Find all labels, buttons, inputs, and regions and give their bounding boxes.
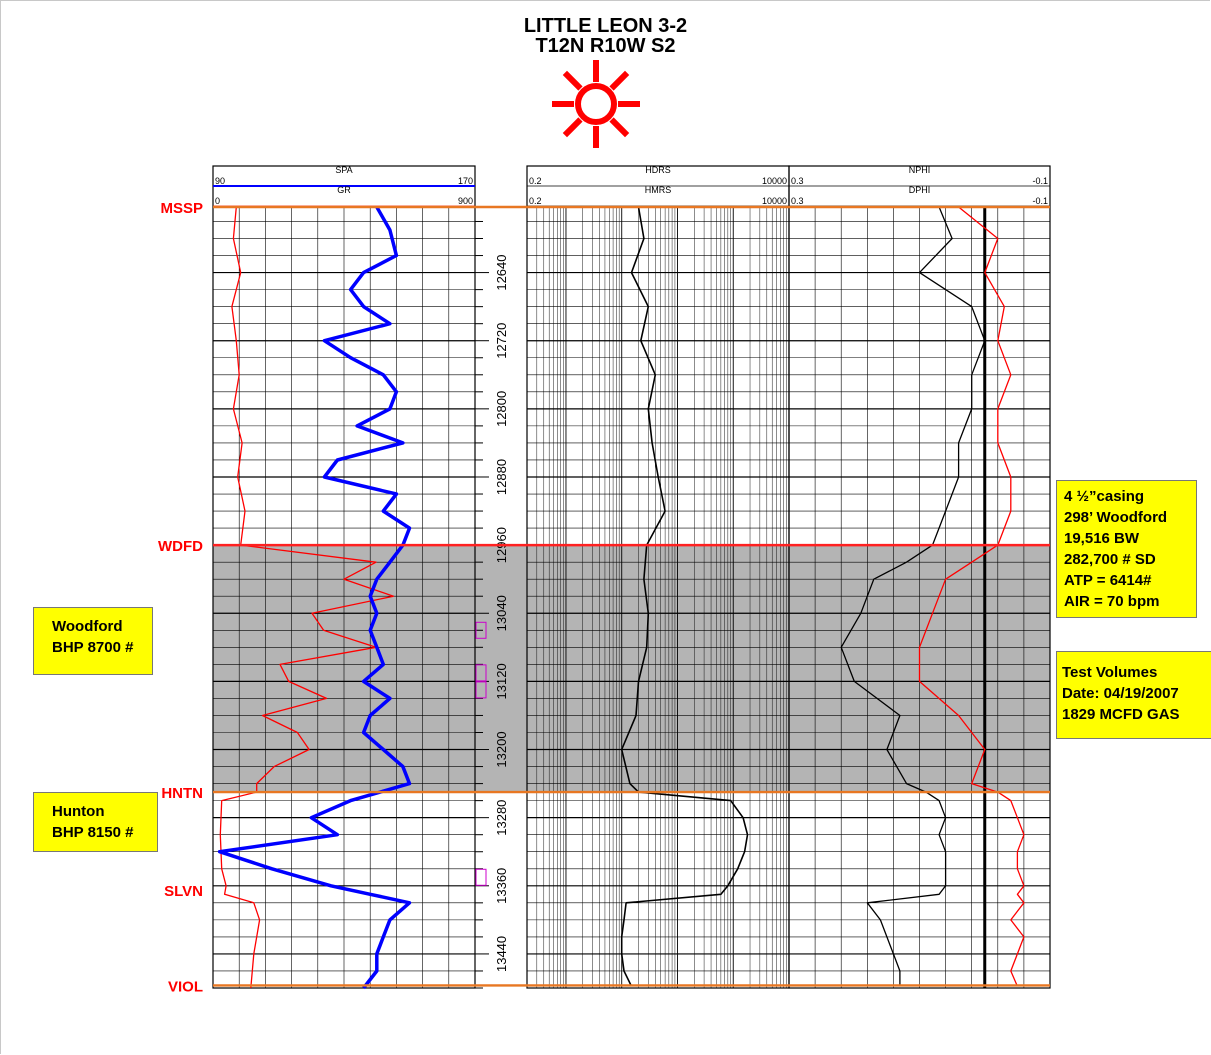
track2-hmrs-scale-min: 0.2 — [529, 196, 542, 206]
completion-line-6: AIR = 70 bpm — [1064, 593, 1160, 610]
well-symbol-ray — [562, 70, 583, 91]
chart-title: LITTLE LEON 3-2 T12N R10W S2 — [0, 16, 1211, 56]
title-location: T12N R10W S2 — [535, 35, 676, 57]
depth-tick-label: 13200 — [494, 731, 509, 767]
well-symbol-ray — [562, 117, 583, 138]
woodford-bhp-callout: Woodford BHP 8700 # — [33, 607, 153, 675]
track1-spa-scale-max: 170 — [458, 176, 473, 186]
completion-line-4: 282,700 # SD — [1064, 551, 1156, 568]
completion-line-2: 298’ Woodford — [1064, 509, 1168, 526]
track2-hdrs-scale-max: 10000 — [762, 176, 787, 186]
depth-tick-label: 12880 — [494, 459, 509, 495]
perforation-marker — [475, 868, 487, 886]
track3-dphi-curve-name: DPHI — [909, 185, 931, 195]
formation-label: MSSP — [160, 200, 203, 217]
track1-spa-scale-min: 90 — [215, 176, 225, 186]
completion-line-3: 19,516 BW — [1064, 530, 1140, 547]
track3-nphi-curve-name: NPHI — [909, 165, 931, 175]
depth-tick-label: 12640 — [494, 255, 509, 291]
track2-hdrs-curve-name: HDRS — [645, 165, 671, 175]
hunton-bhp-line-1: Hunton — [52, 803, 105, 820]
gr-curve — [219, 206, 395, 989]
track3-nphi-scale-min: 0.3 — [791, 176, 804, 186]
hdrs-curve — [620, 206, 749, 987]
nphi-curve — [840, 206, 986, 987]
depth-tick-label: 13440 — [494, 936, 509, 972]
spa-curve — [217, 206, 412, 990]
test-line-3: 1829 MCFD GAS — [1062, 706, 1180, 723]
track2-hmrs-scale-max: 10000 — [762, 196, 787, 206]
track1-spa-curve-name: SPA — [335, 165, 352, 175]
test-volumes-callout: Test Volumes Date: 04/19/2007 1829 MCFD … — [1056, 651, 1211, 739]
gas-well-icon — [575, 83, 617, 125]
track3-dphi-scale-min: 0.3 — [791, 196, 804, 206]
title-well-name: LITTLE LEON 3-2 — [523, 15, 688, 37]
completion-line-1: 4 ½”casing — [1064, 488, 1145, 505]
perforation-marker — [475, 681, 487, 699]
formation-label: VIOL — [168, 978, 203, 995]
completion-line-5: ATP = 6414# — [1064, 572, 1152, 589]
formation-label: SLVN — [164, 883, 203, 900]
track1-gr-scale-min: 0 — [215, 196, 220, 206]
completion-callout: 4 ½”casing 298’ Woodford 19,516 BW 282,7… — [1056, 480, 1197, 618]
shaded-zone — [213, 545, 1050, 793]
depth-tick-label: 13280 — [494, 800, 509, 836]
perforation-marker — [475, 664, 487, 682]
track3-dphi-scale-max: -0.1 — [1032, 196, 1048, 206]
formation-label: WDFD — [158, 538, 203, 555]
hunton-bhp-callout: Hunton BHP 8150 # — [33, 792, 158, 852]
track3-border — [788, 165, 1051, 989]
depth-tick-label: 12800 — [494, 391, 509, 427]
track3-nphi-scale-max: -0.1 — [1032, 176, 1048, 186]
dphi-curve — [918, 206, 1025, 987]
track2-hdrs-scale-min: 0.2 — [529, 176, 542, 186]
perforation-marker — [475, 621, 487, 639]
depth-tick-label: 13360 — [494, 868, 509, 904]
test-line-1: Test Volumes — [1062, 664, 1158, 681]
track1-border — [212, 165, 476, 989]
depth-tick-label: 13040 — [494, 595, 509, 631]
track1-gr-curve-name: GR — [337, 185, 351, 195]
depth-tick-label: 13120 — [494, 663, 509, 699]
test-line-2: Date: 04/19/2007 — [1062, 685, 1179, 702]
woodford-bhp-line-2: BHP 8700 # — [52, 639, 134, 656]
woodford-bhp-line-1: Woodford — [52, 618, 123, 635]
depth-tick-label: 12720 — [494, 323, 509, 359]
formation-label: HNTN — [161, 785, 203, 802]
hunton-bhp-line-2: BHP 8150 # — [52, 824, 134, 841]
track2-hmrs-curve-name: HMRS — [645, 185, 672, 195]
well-symbol-ray — [609, 117, 630, 138]
track1-gr-scale-max: 900 — [458, 196, 473, 206]
well-symbol-ray — [609, 70, 630, 91]
